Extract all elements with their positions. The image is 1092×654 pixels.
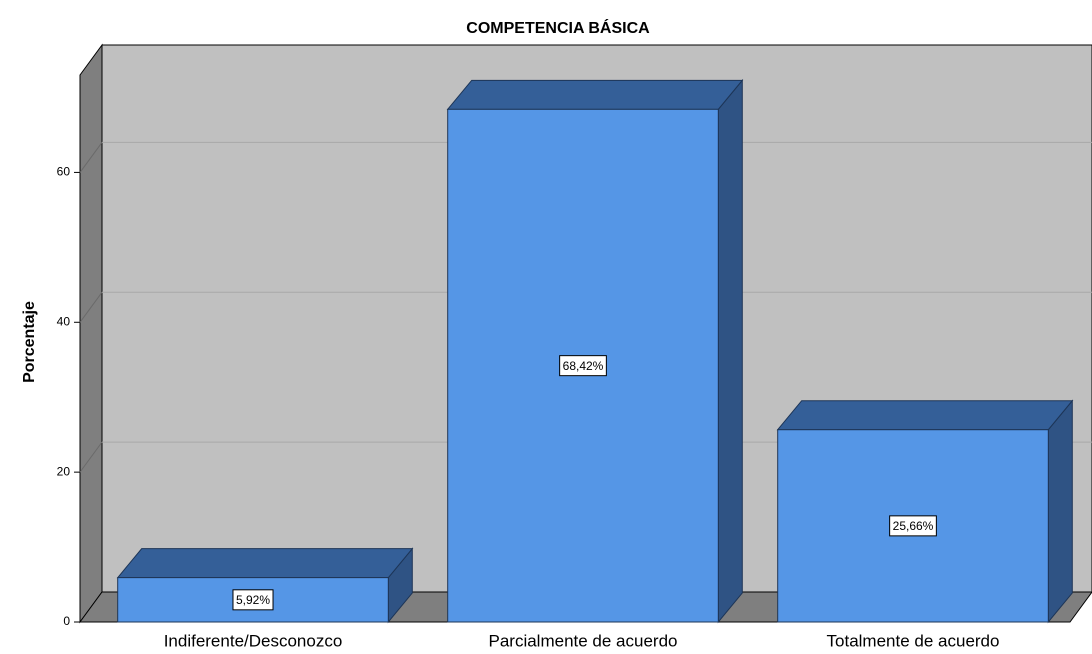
value-label-box <box>232 589 274 611</box>
y-tick-label: 40 <box>57 314 71 328</box>
bar-top <box>116 548 414 579</box>
y-axis-label: Porcentaje <box>21 301 38 383</box>
value-label: 68,42% <box>563 359 604 373</box>
value-label-box <box>889 515 937 537</box>
value-label: 5,92% <box>236 593 270 607</box>
value-label: 25,66% <box>893 519 934 533</box>
grid-line-side <box>79 142 103 173</box>
grid-line-side <box>79 441 103 473</box>
y-tick-label: 20 <box>57 464 71 478</box>
bar-top <box>446 79 744 110</box>
chart-title: COMPETENCIA BÁSICA <box>466 18 650 37</box>
x-tick-label: Totalmente de acuerdo <box>827 631 1000 650</box>
bar-side <box>1047 399 1073 624</box>
y-tick-label: 60 <box>57 165 71 179</box>
x-tick-label: Indiferente/Desconozco <box>164 631 343 650</box>
bar-top <box>776 400 1074 431</box>
bar-side <box>717 78 743 624</box>
value-label-box <box>559 355 607 377</box>
grid-line-side <box>79 291 103 323</box>
x-tick-label: Parcialmente de acuerdo <box>488 631 677 650</box>
left-wall <box>79 43 103 624</box>
y-tick-label: 0 <box>63 614 70 628</box>
